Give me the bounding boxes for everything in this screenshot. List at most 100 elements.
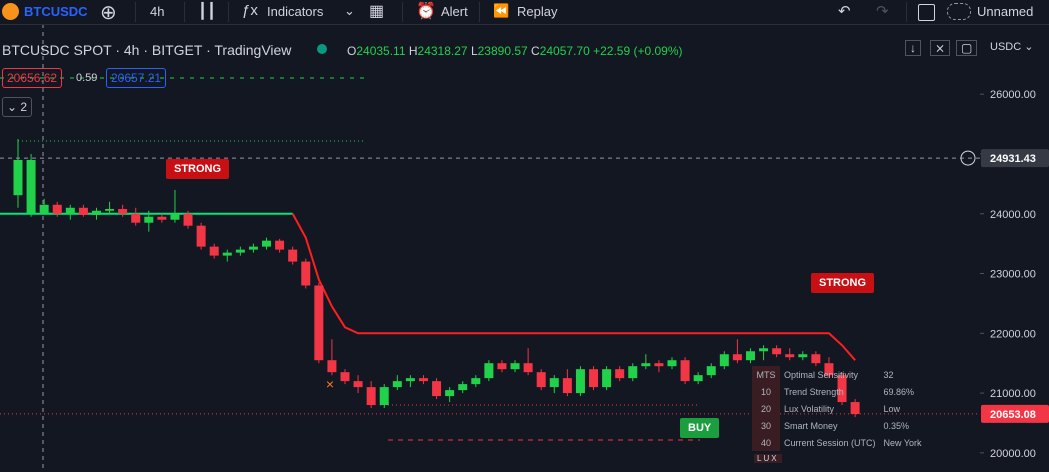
- candle-body: [209, 246, 219, 256]
- candle-body: [105, 208, 115, 211]
- candle-body: [52, 204, 62, 214]
- price-axis: [980, 24, 1049, 472]
- candle-body: [26, 159, 36, 214]
- table-cell: 30: [752, 417, 780, 434]
- open-label: O: [347, 44, 357, 58]
- low-label: L: [470, 44, 478, 58]
- candle-body: [602, 369, 612, 388]
- candle-body: [235, 249, 245, 253]
- candle-body: [824, 363, 834, 376]
- dashboard-table: MTS Optimal Sensitivity 32 10 Trend Strength…: [752, 366, 926, 451]
- spread: 0.59: [76, 72, 98, 84]
- price-tag-label: 20653.08: [990, 409, 1036, 421]
- y-tick-label: 21000.00: [990, 388, 1036, 400]
- y-tick-label: 23000.00: [990, 269, 1036, 281]
- low: 23890.57: [477, 44, 528, 58]
- high: 24318.27: [417, 44, 468, 58]
- table-row: 40 Current Session (UTC) New York: [752, 434, 926, 451]
- replay[interactable]: Replay: [517, 4, 558, 19]
- scroll-down[interactable]: ↓: [905, 40, 921, 56]
- candle-body: [432, 381, 442, 397]
- interval[interactable]: 4h: [150, 4, 165, 19]
- table-row: 20 Lux Volatility Low: [752, 400, 926, 417]
- candle-body: [222, 252, 232, 256]
- candle-body: [484, 363, 494, 379]
- candle-body: [706, 366, 716, 376]
- candle-body: [510, 363, 520, 370]
- collapse[interactable]: ⨯: [930, 40, 951, 56]
- candle-body: [248, 246, 258, 250]
- candle-body: [837, 375, 847, 403]
- table-row: 10 Trend Strength 69.86%: [752, 383, 926, 400]
- signal-strong: STRONG: [166, 159, 230, 179]
- more[interactable]: ▢: [956, 40, 978, 56]
- table-cell: New York: [883, 437, 922, 448]
- price-tag: [981, 149, 1049, 168]
- replay-icon[interactable]: ⏪: [493, 3, 510, 18]
- undo[interactable]: ↶: [838, 3, 851, 20]
- symbol[interactable]: BTCUSDC: [24, 4, 88, 19]
- candle-body: [536, 372, 546, 388]
- candle-body: [39, 204, 49, 214]
- collapse-count[interactable]: ⌄ 2: [2, 97, 33, 117]
- candle-body: [91, 210, 101, 215]
- table-cell: 69.86%: [883, 386, 915, 397]
- candle-body: [589, 369, 599, 388]
- candle-body: [471, 378, 481, 385]
- candle-body: [850, 402, 860, 415]
- redo[interactable]: ↷: [876, 3, 889, 20]
- marker: ×: [326, 376, 334, 392]
- candle-body: [575, 369, 585, 394]
- brand: LUX: [754, 454, 782, 463]
- candle-body: [693, 375, 703, 382]
- y-tick-label: 24000.00: [990, 209, 1036, 221]
- candle-body: [785, 354, 795, 358]
- templates[interactable]: ▦: [369, 3, 385, 20]
- candle-body: [445, 390, 455, 397]
- trail-line: [291, 213, 856, 361]
- candle-body: [458, 384, 468, 391]
- candle-body: [680, 360, 690, 382]
- close-label: C: [531, 44, 540, 58]
- buy-price[interactable]: 20657.21: [106, 68, 167, 88]
- high-label: H: [408, 44, 418, 58]
- candle-body: [759, 348, 769, 352]
- candle-body: [118, 208, 128, 214]
- indicators[interactable]: Indicators: [267, 4, 324, 19]
- table-cell: 32: [883, 369, 894, 380]
- chart-type[interactable]: ┃┃: [198, 3, 217, 20]
- market-status: [317, 44, 327, 54]
- table-row: 30 Smart Money 0.35%: [752, 417, 926, 434]
- candle-body: [353, 381, 363, 388]
- layout-name[interactable]: Unnamed: [977, 4, 1034, 19]
- candle-body: [811, 354, 821, 364]
- table-cell: MTS: [752, 366, 780, 383]
- change: +22.59 (+0.09%): [593, 44, 683, 58]
- add-symbol[interactable]: ⊕: [100, 2, 117, 24]
- currency[interactable]: USDC ⌄: [990, 41, 1034, 53]
- candle-body: [379, 387, 389, 406]
- close: 24057.70: [539, 44, 590, 58]
- y-tick-label: 20000.00: [990, 448, 1036, 460]
- fullscreen[interactable]: [918, 4, 935, 21]
- table-cell: 20: [752, 400, 780, 417]
- dropdown[interactable]: ⌄: [344, 3, 355, 18]
- candle-body: [13, 159, 23, 196]
- candle-body: [262, 240, 272, 247]
- candle-body: [275, 240, 285, 250]
- table-cell: Current Session (UTC): [784, 437, 876, 448]
- candle-body: [366, 387, 376, 406]
- symbol-icon: [2, 3, 19, 20]
- candle-body: [719, 354, 729, 367]
- candle-body: [327, 360, 337, 373]
- alert-icon[interactable]: ⏰: [416, 3, 436, 20]
- sell-price[interactable]: 20656.62: [2, 68, 63, 88]
- candle-body: [523, 363, 533, 373]
- candle-body: [654, 363, 664, 367]
- candle-body: [732, 354, 742, 361]
- indicators-icon[interactable]: ƒx: [242, 2, 258, 19]
- candle-body: [131, 213, 141, 223]
- alert[interactable]: Alert: [441, 4, 468, 19]
